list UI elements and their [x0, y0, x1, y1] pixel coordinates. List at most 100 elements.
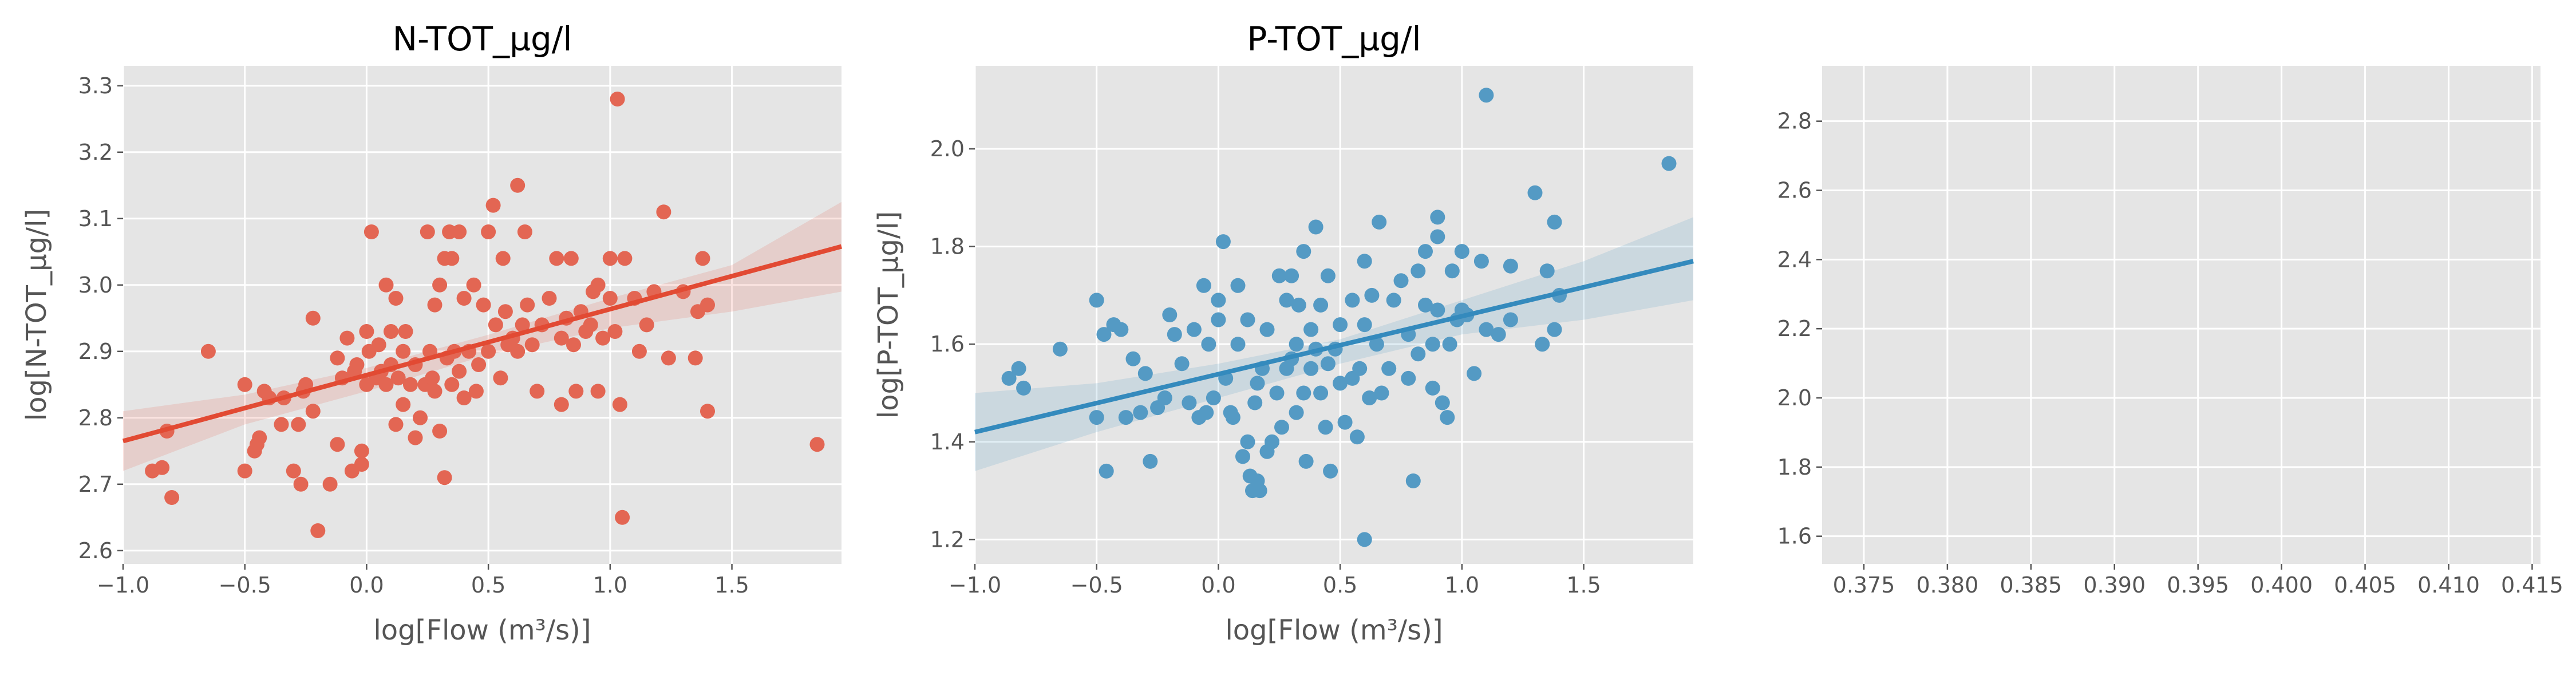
data-point: [1157, 390, 1172, 405]
y-tick-label: 2.9: [78, 339, 113, 364]
data-point: [1259, 322, 1275, 337]
data-point: [1247, 395, 1263, 410]
data-point: [1333, 376, 1348, 391]
y-tick-label: 1.2: [930, 527, 965, 552]
x-tick-label: 0.0: [1201, 572, 1235, 598]
x-tick-label: −1.0: [97, 572, 149, 598]
data-point: [481, 344, 496, 359]
y-tick-label: 3.0: [78, 273, 113, 298]
data-point: [602, 291, 618, 306]
data-point: [530, 384, 545, 399]
data-point: [1162, 307, 1178, 322]
data-point: [200, 344, 216, 359]
data-point: [1349, 429, 1365, 445]
data-point: [354, 443, 369, 459]
data-point: [1467, 366, 1482, 381]
data-point: [1440, 410, 1455, 425]
x-tick-label: −0.5: [1070, 572, 1123, 598]
data-point: [493, 370, 508, 386]
data-point: [1479, 88, 1494, 103]
y-tick-label: 2.0: [930, 136, 965, 161]
data-point: [1535, 337, 1550, 352]
data-point: [1364, 287, 1380, 303]
data-point: [1320, 356, 1336, 372]
data-point: [495, 251, 511, 266]
data-point: [549, 251, 564, 266]
data-point: [1323, 463, 1338, 479]
chart-panel-2: −1.0 −0.5 0.0 0.5 1.0 1.5 1.2 1.4 1.6 1.8 2.0 P-TOT…: [872, 19, 1694, 646]
data-point: [1411, 263, 1426, 279]
data-point: [1298, 453, 1314, 469]
data-point: [1291, 297, 1306, 313]
y-axis-label: log[P-TOT_µg/l]: [872, 211, 904, 418]
data-point: [1240, 434, 1255, 449]
data-point: [444, 377, 460, 392]
x-tick-label: 1.5: [1566, 572, 1601, 598]
data-point: [656, 204, 671, 220]
plot-area: [1822, 66, 2541, 564]
data-point: [1430, 229, 1445, 244]
data-point: [1269, 385, 1285, 401]
y-tick-label: 2.7: [78, 472, 113, 497]
data-point: [1182, 395, 1197, 410]
data-point: [510, 177, 526, 193]
data-point: [330, 437, 345, 452]
data-point: [517, 224, 532, 239]
data-point: [456, 390, 472, 405]
data-point: [274, 417, 289, 432]
data-point: [1252, 483, 1267, 499]
data-point: [1001, 370, 1017, 386]
y-tick-label: 2.6: [1777, 178, 1812, 203]
data-point: [432, 277, 448, 293]
data-point: [1661, 156, 1677, 171]
data-point: [1362, 390, 1377, 405]
data-point: [1430, 210, 1445, 225]
x-tick-label: 0.405: [2334, 572, 2396, 598]
y-tick-label: 2.0: [1777, 385, 1812, 410]
data-point: [1099, 463, 1114, 479]
data-point: [1333, 317, 1348, 333]
data-point: [1143, 453, 1158, 469]
data-point: [1211, 293, 1226, 308]
data-point: [1089, 293, 1104, 308]
x-tick-label: 0.0: [349, 572, 384, 598]
data-point: [510, 344, 526, 359]
y-tick-label: 1.6: [1777, 524, 1812, 549]
data-point: [396, 397, 411, 412]
data-point: [1240, 312, 1255, 327]
data-point: [1527, 185, 1543, 200]
data-point: [425, 370, 440, 386]
data-point: [497, 304, 513, 319]
data-point: [286, 463, 301, 479]
data-point: [1250, 376, 1265, 391]
data-point: [1357, 254, 1372, 269]
y-tick-label: 1.8: [1777, 455, 1812, 480]
data-point: [607, 324, 623, 339]
data-point: [1284, 268, 1299, 283]
data-point: [1296, 385, 1311, 401]
data-point: [305, 310, 321, 326]
data-point: [1313, 297, 1329, 313]
data-point: [1167, 327, 1182, 342]
data-point: [1357, 532, 1372, 547]
x-tick-label: 0.5: [1323, 572, 1357, 598]
data-point: [700, 404, 715, 419]
x-tick-label: 0.400: [2250, 572, 2313, 598]
y-tick-label: 2.8: [78, 405, 113, 431]
data-point: [1418, 297, 1433, 313]
plot-area: [123, 66, 841, 564]
data-point: [322, 476, 338, 492]
data-point: [1137, 366, 1153, 381]
data-point: [237, 463, 252, 479]
y-tick-label: 1.4: [930, 429, 965, 455]
data-point: [524, 337, 540, 353]
y-tick-label: 2.4: [1777, 247, 1812, 272]
x-tick-label: 0.380: [1916, 572, 1978, 598]
data-point: [1206, 390, 1221, 405]
data-point: [1303, 322, 1319, 337]
data-point: [1411, 346, 1426, 362]
x-tick-label: 0.5: [471, 572, 505, 598]
data-point: [542, 291, 557, 306]
data-point: [293, 476, 309, 492]
data-point: [583, 317, 598, 333]
